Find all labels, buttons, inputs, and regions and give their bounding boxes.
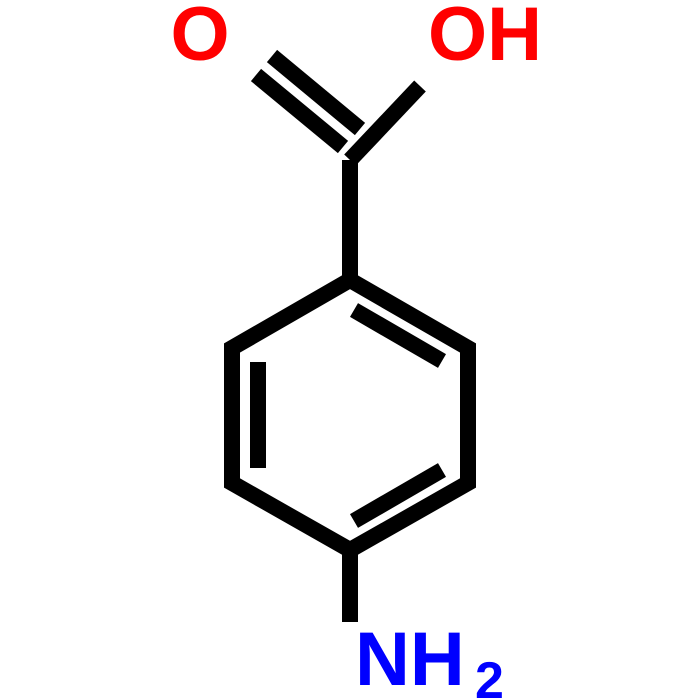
hydroxyl-label: OH: [428, 0, 542, 77]
amine-label: NH 2: [355, 617, 504, 700]
molecule-diagram: O OH NH 2: [0, 0, 700, 700]
benzene-ring: [232, 280, 468, 550]
oxygen-dbl-label: O: [170, 0, 229, 77]
amine-nh: NH: [355, 617, 465, 700]
carbonyl-double-bond: [256, 56, 360, 147]
ring-bond: [232, 280, 468, 550]
amine-subscript: 2: [475, 652, 504, 700]
